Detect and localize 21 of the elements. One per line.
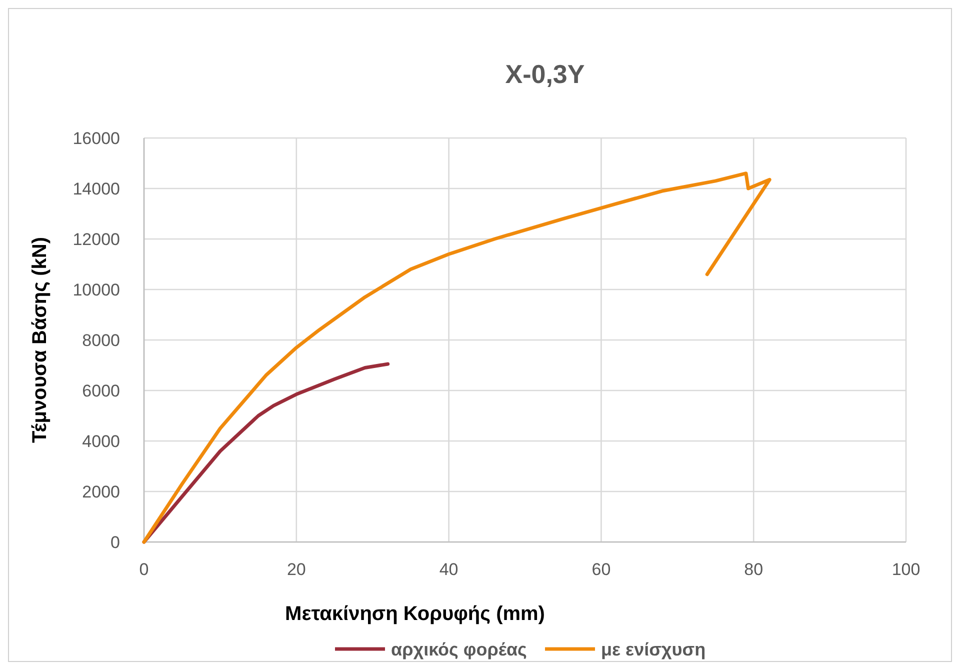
- y-tick-label: 6000: [82, 381, 120, 400]
- x-tick-label: 20: [286, 560, 306, 579]
- legend-label: με ενίσχυση: [601, 639, 706, 660]
- line-series: [142, 172, 772, 544]
- x-axis-title: Μετακίνηση Κορυφής (mm): [285, 603, 545, 625]
- y-tick-label: 8000: [82, 330, 120, 350]
- y-tick-label: 16000: [72, 128, 120, 148]
- y-tick-label: 12000: [72, 230, 120, 249]
- x-tick-label: 80: [744, 560, 764, 579]
- x-tick-label: 100: [892, 560, 920, 579]
- y-tick-label: 0: [110, 532, 120, 552]
- y-tick-label: 4000: [82, 432, 120, 451]
- x-tick-label: 0: [139, 560, 149, 579]
- x-tick-label: 40: [439, 560, 458, 579]
- y-tick-label: 2000: [82, 482, 120, 502]
- y-tick-label: 10000: [72, 280, 120, 300]
- chart-title: X-0,3Y: [505, 59, 585, 89]
- legend-label: αρχικός φορέας: [391, 639, 527, 660]
- y-tick-label: 14000: [72, 179, 120, 198]
- y-axis-title: Τέμνουσα Βάσης (kN): [29, 237, 51, 443]
- x-tick-label: 60: [592, 560, 611, 579]
